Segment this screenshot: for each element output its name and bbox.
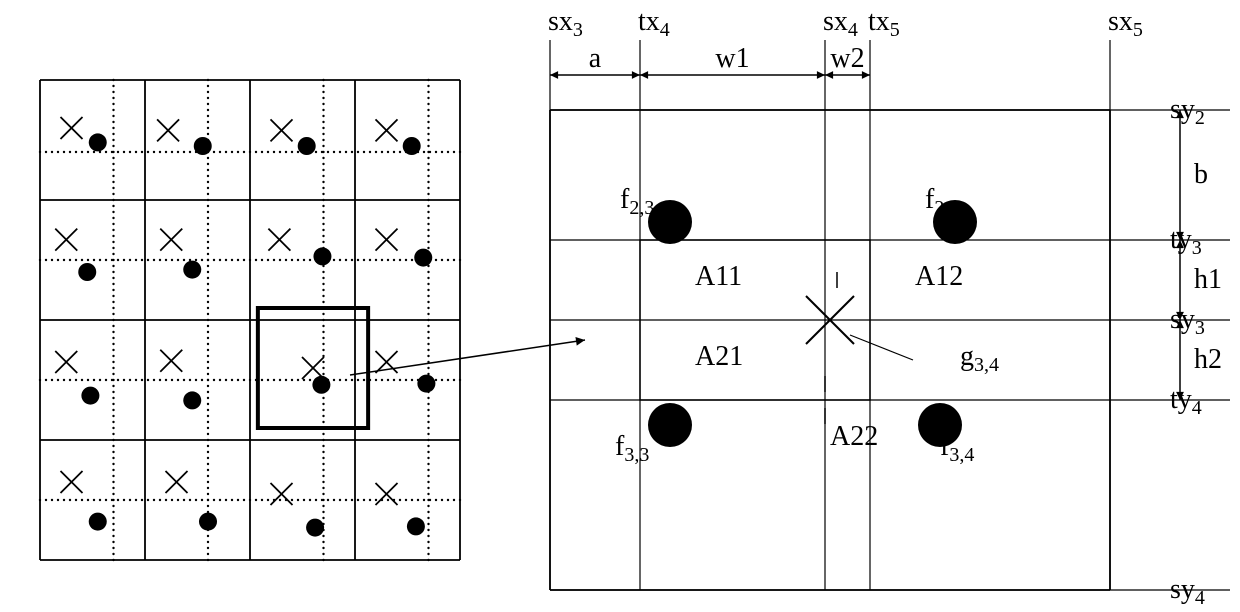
svg-text:w2: w2 [830,43,864,74]
svg-text:f2,3: f2,3 [620,184,654,219]
axis-label: tx5 [868,6,900,41]
area-label: A12 [915,261,963,292]
right-detail: sx3 tx4 sx4 tx5 sx5 sy2 ty3 sy3 ty4 sy4 a w1 w2 b h1 h2… [548,6,1230,609]
axis-label: tx4 [638,6,670,41]
svg-text:g3,4: g3,4 [960,341,999,376]
svg-text:f2,4: f2,4 [925,184,959,219]
svg-text:h1: h1 [1194,264,1222,295]
diagram-canvas: sx3 tx4 sx4 tx5 sx5 sy2 ty3 sy3 ty4 sy4 a w1 w2 b h1 h2… [0,0,1240,612]
left-grid [39,79,461,561]
svg-text:b: b [1194,159,1208,190]
node-circle [648,403,692,447]
axis-label: sy3 [1170,304,1205,339]
axis-label: ty3 [1170,224,1202,259]
svg-text:a: a [589,43,602,74]
axis-label: sy4 [1170,574,1205,609]
axis-label: sx3 [548,6,583,41]
axis-label: sx5 [1108,6,1143,41]
area-label: A11 [695,261,742,292]
svg-text:h2: h2 [1194,344,1222,375]
axis-label: ty4 [1170,384,1202,419]
area-label: A22 [830,421,878,452]
axis-label: sy2 [1170,94,1205,129]
svg-text:w1: w1 [715,43,749,74]
axis-label: sx4 [823,6,858,41]
svg-text:f3,3: f3,3 [615,431,649,466]
area-label: A21 [695,341,743,372]
node-circle [648,200,692,244]
